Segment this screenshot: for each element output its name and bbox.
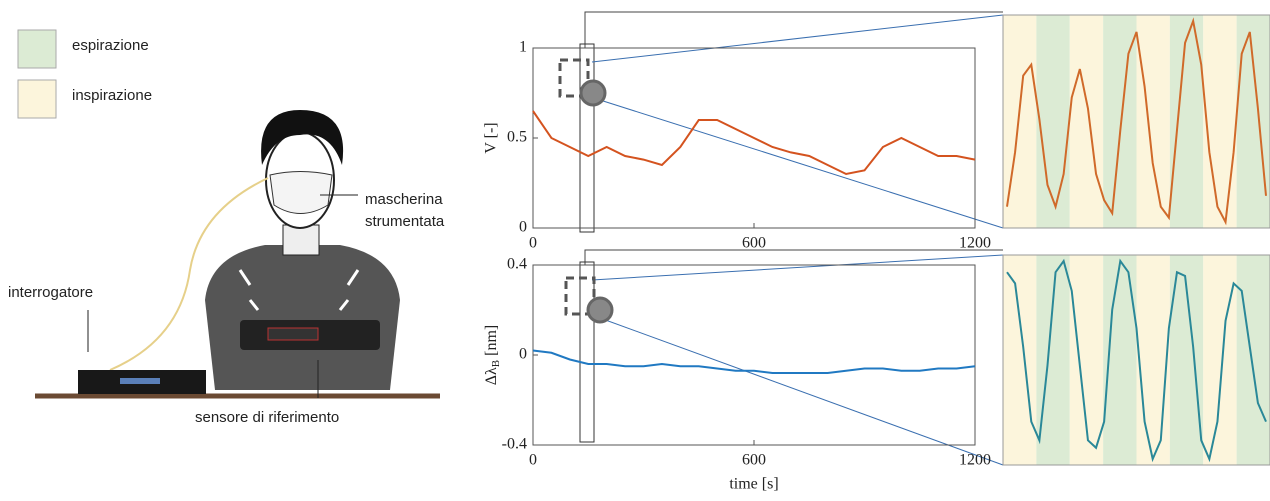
plot-frame [532, 264, 976, 446]
x-axis-label: time [s] [729, 476, 778, 493]
zoom-frame [1002, 254, 1270, 466]
y-axis-label-sub: B [490, 360, 502, 367]
label: mascherina [365, 191, 443, 208]
label: strumentata [365, 213, 445, 230]
x-tick-label: 600 [742, 452, 766, 469]
zoom-line [1006, 17, 1267, 226]
phase-stripe [1036, 15, 1070, 228]
connectors [558, 11, 1004, 466]
y-axis-label-unit: [nm] [483, 325, 500, 356]
y-axis-label: ΔλB [nm] [483, 325, 502, 386]
phase-stripe [1036, 255, 1070, 465]
phase-stripe [1136, 255, 1170, 465]
legend-swatch [17, 29, 57, 69]
x-tick-label: 1200 [959, 235, 991, 252]
legend-label: inspirazione [72, 87, 152, 104]
y-tick-label: -0.4 [502, 436, 527, 453]
zoom-line [1006, 258, 1267, 463]
label: sensore di riferimento [195, 409, 339, 426]
x-tick-label: 1200 [959, 452, 991, 469]
legend-swatch [17, 79, 57, 119]
series-line [532, 349, 976, 374]
x-tick-label: 0 [529, 235, 537, 252]
phase-stripe [1069, 15, 1104, 228]
phase-stripe [1136, 15, 1170, 228]
phase-stripe [1103, 15, 1137, 228]
phase-stripe [1203, 15, 1237, 228]
x-tick-label: 0 [529, 452, 537, 469]
phase-stripe [1236, 255, 1270, 465]
y-tick-label: 0 [519, 346, 527, 363]
label: interrogatore [8, 284, 93, 301]
y-axis-label: V [-] [483, 122, 500, 153]
series-line [532, 110, 976, 176]
zoom-frame [1002, 14, 1270, 229]
y-tick-label: 1 [519, 39, 527, 56]
phase-stripe [1003, 255, 1037, 465]
phase-stripe [1236, 15, 1270, 228]
y-tick-label: 0 [519, 219, 527, 236]
x-tick-label: 600 [742, 235, 766, 252]
y-tick-label: 0.4 [507, 256, 527, 273]
y-tick-label: 0.5 [507, 129, 527, 146]
y-axis-label-main: Δλ [483, 367, 500, 385]
person-illustration [35, 110, 440, 399]
phase-stripe [1203, 255, 1237, 465]
legend-label: espirazione [72, 37, 149, 54]
